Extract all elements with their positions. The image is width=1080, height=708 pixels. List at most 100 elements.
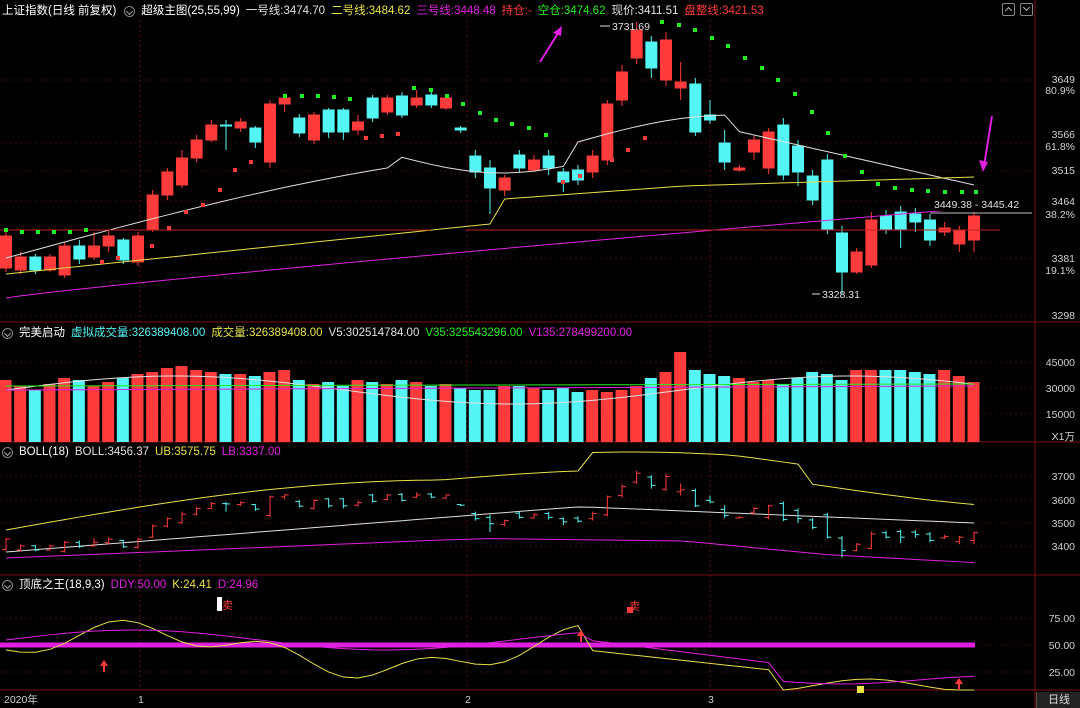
- bottom-signal-marker: [857, 686, 864, 693]
- sar-dot: [266, 146, 270, 150]
- volume-bar: [14, 386, 27, 442]
- volume-bar: [72, 380, 85, 442]
- volume-bar: [923, 374, 936, 442]
- volume-bar: [292, 380, 305, 442]
- volume-bar: [351, 380, 364, 442]
- candle-body: [308, 114, 320, 141]
- volume-bar: [380, 384, 393, 442]
- sar-dot: [760, 66, 764, 70]
- candle-body: [278, 97, 291, 105]
- candle-body: [880, 215, 892, 231]
- boll-indicator-name[interactable]: BOLL(18): [19, 446, 69, 458]
- settings-circle-icon[interactable]: [2, 579, 13, 591]
- settings-circle-icon[interactable]: [124, 5, 136, 17]
- candle-body: [161, 171, 174, 196]
- volume-bar: [630, 386, 643, 442]
- volume-bar: [820, 374, 833, 442]
- volume-bar: [204, 372, 217, 442]
- sar-dot: [84, 228, 88, 232]
- candle-body: [733, 167, 746, 171]
- d-label: D:: [217, 579, 230, 591]
- expand-down-icon[interactable]: [1020, 3, 1033, 16]
- volume-bar: [615, 390, 628, 442]
- sar-dot: [693, 28, 697, 32]
- candle-body: [821, 159, 834, 231]
- boll-label: BOLL:: [74, 446, 108, 458]
- candle-body: [601, 103, 614, 161]
- candle-body: [953, 229, 966, 245]
- annotation-arrow: [983, 115, 993, 167]
- candle-body: [337, 109, 350, 133]
- boll-upper-band: [5, 451, 975, 531]
- boll-axis-label: 3700: [1052, 471, 1076, 483]
- volume-bar: [366, 382, 379, 442]
- sar-dot: [527, 126, 531, 130]
- sar-dot: [710, 36, 714, 40]
- volume-bar: [278, 370, 291, 442]
- ddy-value: 50.00: [137, 579, 167, 591]
- period-tab-daily[interactable]: 日线: [1036, 692, 1080, 708]
- sar-dot: [510, 122, 514, 126]
- volume-bar: [131, 374, 144, 442]
- volume-bar: [747, 382, 760, 442]
- volume-bar: [160, 368, 173, 442]
- ub-value: 3575.75: [174, 446, 216, 458]
- candle-body: [322, 109, 335, 133]
- volume-bar: [175, 366, 188, 442]
- settings-circle-icon[interactable]: [2, 327, 13, 339]
- volume-bar: [234, 374, 247, 442]
- volume-bar: [776, 384, 789, 442]
- sar-dot: [743, 56, 747, 60]
- sar-dot: [167, 226, 171, 230]
- volume-indicator-name[interactable]: 完美启动: [19, 327, 65, 339]
- v135-label: V135:: [528, 327, 559, 339]
- sar-dot: [68, 230, 72, 234]
- sar-dot: [249, 160, 253, 164]
- indicator-name[interactable]: 超级主图(25,55,99): [141, 5, 240, 17]
- main-panel-header: 上证指数(日线 前复权) 超级主图(25,55,99) 一号线: 3474.70 …: [0, 2, 770, 20]
- index-title[interactable]: 上证指数(日线 前复权): [2, 5, 117, 17]
- volume-bar: [674, 352, 687, 442]
- volume-axis-label: 45000: [1046, 357, 1075, 369]
- volume-bar: [894, 370, 907, 442]
- ddy-label: DDY:: [110, 579, 138, 591]
- volume-bar: [190, 370, 203, 442]
- boll-axis-label: 3600: [1052, 495, 1076, 507]
- candle-body: [645, 41, 658, 69]
- sar-dot: [316, 94, 320, 98]
- candle-body: [440, 97, 452, 109]
- buy-arrowhead: [955, 678, 963, 684]
- volume-bar: [102, 382, 115, 442]
- kdj-panel[interactable]: 卖卖: [0, 597, 975, 693]
- volume-bar: [468, 390, 481, 442]
- v35-value: 325543296.00: [449, 327, 523, 339]
- sar-dot: [332, 95, 336, 99]
- date-axis-label: 2020年: [4, 693, 38, 706]
- main-candlestick-panel[interactable]: 3731.69 3328.31 3449.38 - 3445.42: [0, 20, 1032, 301]
- line3-value: 3448.48: [454, 5, 496, 17]
- candle-body: [454, 127, 467, 131]
- volume-bar: [542, 390, 555, 442]
- volume-bar: [718, 376, 731, 442]
- candle-body: [469, 155, 482, 173]
- candle-body: [660, 39, 672, 81]
- volume-bar: [835, 380, 848, 442]
- collapse-up-icon[interactable]: [1002, 3, 1015, 16]
- price-axis-label: 3464: [1052, 196, 1076, 208]
- volume-bar: [938, 370, 951, 442]
- kdj-indicator-name[interactable]: 顶底之王(18,9,3): [19, 579, 105, 591]
- sar-dot: [20, 230, 24, 234]
- candle-body: [264, 103, 276, 163]
- k-line: [5, 619, 974, 691]
- settings-circle-icon[interactable]: [2, 446, 13, 458]
- volume-panel[interactable]: [0, 352, 980, 442]
- sar-dot: [396, 132, 400, 136]
- candle-body: [528, 159, 540, 171]
- line3-label: 三号线:: [416, 5, 455, 17]
- sar-dot: [133, 253, 137, 257]
- volume-bar: [791, 378, 804, 442]
- boll-panel[interactable]: [2, 451, 978, 564]
- sar-dot: [726, 44, 730, 48]
- sar-dot: [643, 136, 647, 140]
